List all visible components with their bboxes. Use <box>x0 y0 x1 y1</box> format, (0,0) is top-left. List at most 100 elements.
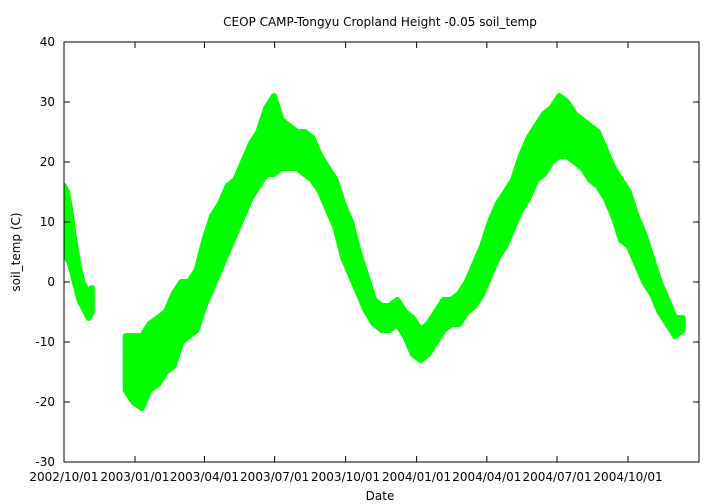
data-point <box>660 305 668 312</box>
data-point <box>77 279 84 286</box>
data-point <box>479 280 486 287</box>
data-point <box>536 152 543 159</box>
data-point <box>445 322 453 329</box>
data-point <box>570 138 577 145</box>
data-point <box>541 127 549 134</box>
data-point <box>194 314 201 321</box>
data-point <box>462 300 469 307</box>
data-point <box>372 311 379 319</box>
data-point <box>223 219 230 226</box>
data-point <box>232 178 239 185</box>
data-point <box>556 148 563 155</box>
data-point <box>511 218 518 225</box>
y-tick-label: -10 <box>35 335 55 349</box>
data-point <box>275 155 282 162</box>
data-point <box>203 236 210 243</box>
data-point <box>146 326 153 334</box>
data-point <box>356 284 363 292</box>
data-point <box>588 152 595 160</box>
data-point <box>476 267 484 274</box>
data-point <box>166 336 173 343</box>
data-point <box>504 200 511 207</box>
data-point <box>649 273 657 280</box>
data-point <box>578 143 585 150</box>
data-point <box>167 307 174 315</box>
data-point <box>546 158 553 165</box>
data-point <box>303 160 311 167</box>
data-point <box>267 130 274 137</box>
data-point <box>300 155 307 162</box>
data-point <box>238 184 246 192</box>
data-point <box>217 206 225 213</box>
data-point <box>197 304 205 311</box>
data-point <box>260 128 268 136</box>
data-point <box>492 254 499 261</box>
data-point <box>611 193 618 200</box>
data-point <box>144 363 151 370</box>
data-point <box>136 363 143 371</box>
data-point <box>528 181 535 189</box>
data-point <box>285 159 292 166</box>
data-point <box>133 381 141 388</box>
data-point <box>312 179 319 186</box>
series-envelope <box>64 183 95 321</box>
x-tick-label: 2003/07/01 <box>240 470 309 484</box>
data-point <box>353 243 360 250</box>
data-point <box>631 218 638 225</box>
data-point <box>83 307 90 315</box>
data-point <box>610 173 617 180</box>
data-point <box>471 277 478 285</box>
data-point <box>64 206 68 214</box>
data-point <box>195 291 203 299</box>
data-point <box>330 215 337 223</box>
data-point <box>132 371 140 378</box>
data-point <box>615 216 623 224</box>
data-point <box>319 157 326 165</box>
data-point <box>552 127 560 134</box>
data-point <box>207 269 215 277</box>
data-point <box>499 207 507 214</box>
data-point <box>567 153 574 160</box>
data-point <box>551 134 559 141</box>
data-point <box>590 165 597 173</box>
data-point <box>332 195 339 203</box>
data-point <box>258 152 265 160</box>
data-point <box>441 299 448 306</box>
data-point <box>558 132 565 140</box>
data-point <box>231 222 238 230</box>
data-point <box>635 254 642 261</box>
data-point <box>157 359 164 366</box>
data-point <box>71 249 78 256</box>
data-point <box>613 179 620 186</box>
data-point <box>333 182 340 190</box>
data-point <box>153 347 161 355</box>
data-point <box>637 234 645 241</box>
data-point <box>243 166 250 173</box>
data-point <box>233 197 240 205</box>
data-point <box>169 319 176 326</box>
data-point <box>657 291 664 299</box>
data-point <box>585 131 593 139</box>
data-point <box>73 255 80 262</box>
x-tick-label: 2004/07/01 <box>522 470 591 484</box>
data-point <box>606 197 614 204</box>
data-point <box>140 380 148 387</box>
data-point <box>226 203 233 211</box>
data-point <box>365 279 372 287</box>
data-point <box>573 160 581 167</box>
data-point <box>204 242 211 250</box>
data-point <box>122 355 129 362</box>
data-point <box>135 337 142 344</box>
data-point <box>264 154 271 162</box>
data-point <box>289 127 296 134</box>
data-point <box>514 169 521 177</box>
data-point <box>261 115 269 123</box>
data-point <box>151 339 158 346</box>
data-point <box>320 195 327 202</box>
data-point <box>639 264 647 271</box>
y-tick-label: 20 <box>40 155 55 169</box>
data-point <box>605 161 613 168</box>
data-point <box>481 254 488 261</box>
